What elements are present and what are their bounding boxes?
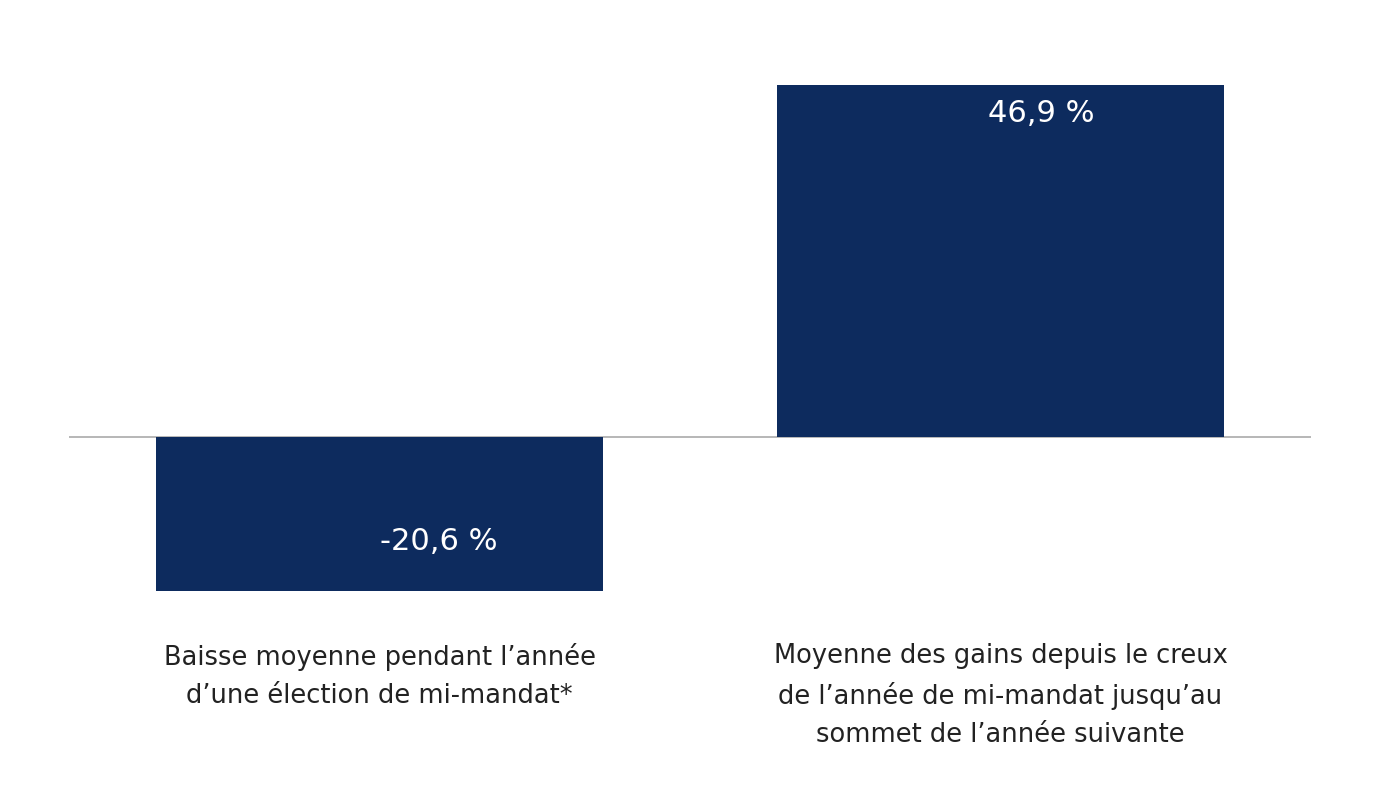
Text: 46,9 %: 46,9 % bbox=[988, 99, 1094, 129]
Text: -20,6 %: -20,6 % bbox=[380, 527, 497, 556]
Bar bbox=[156, 437, 603, 591]
Text: Moyenne des gains depuis le creux
de l’année de mi-mandat jusqu’au
sommet de l’a: Moyenne des gains depuis le creux de l’a… bbox=[774, 642, 1227, 748]
Text: Baisse moyenne pendant l’année
d’une élection de mi-mandat*: Baisse moyenne pendant l’année d’une éle… bbox=[163, 642, 596, 709]
Bar bbox=[777, 85, 1224, 437]
